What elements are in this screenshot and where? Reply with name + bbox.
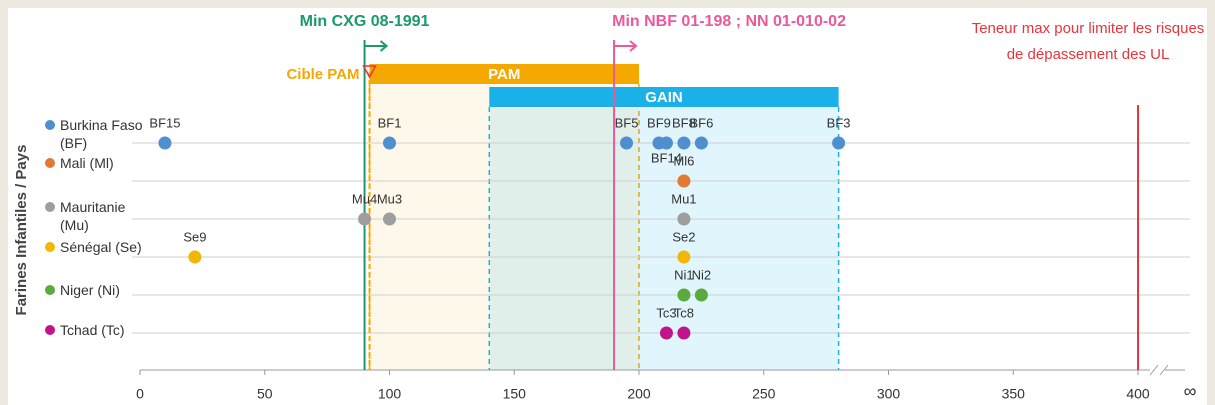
legend-dot	[45, 202, 55, 212]
legend-label: Sénégal (Se)	[60, 239, 142, 255]
point-label: BF9	[647, 115, 671, 130]
y-axis-label: Farines Infantiles / Pays	[13, 145, 30, 316]
range-area	[489, 108, 839, 370]
point-label: Mu3	[377, 191, 402, 206]
x-tick-label: 350	[1002, 386, 1026, 402]
legend-label: Tchad (Tc)	[60, 322, 125, 338]
x-tick-label: 400	[1126, 386, 1150, 402]
point	[188, 250, 202, 264]
legend-label: Mali (Ml)	[60, 155, 114, 171]
x-tick-label: 50	[257, 386, 273, 402]
x-tick-label: 200	[627, 386, 651, 402]
point	[358, 212, 372, 226]
reference-label: Cible PAM	[286, 66, 359, 83]
reference-label: Min CXG 08-1991	[300, 13, 430, 30]
x-tick-label: ∞	[1184, 381, 1197, 401]
legend-label: Burkina Faso (BF)	[60, 117, 143, 151]
axis-break	[1159, 364, 1169, 376]
range-label: PAM	[488, 66, 520, 83]
x-tick-label: 250	[752, 386, 776, 402]
point-label: Se2	[672, 229, 695, 244]
point-label: Tc3	[656, 305, 676, 320]
point	[677, 136, 691, 150]
legend-label: Niger (Ni)	[60, 282, 120, 298]
range-bar	[489, 87, 839, 107]
legend-dot	[45, 158, 55, 168]
arrow	[614, 40, 638, 52]
legend-dot	[45, 325, 55, 335]
point	[659, 326, 673, 340]
point	[158, 136, 172, 150]
point	[383, 136, 396, 150]
point-label: Tc8	[674, 305, 694, 320]
point-label: Mu1	[671, 191, 696, 206]
legend-dot	[45, 285, 55, 295]
legend-dot	[45, 120, 55, 130]
point	[659, 136, 673, 150]
legend-label: Mauritanie (Mu)	[60, 199, 126, 233]
legend-dot	[45, 242, 55, 252]
point	[677, 212, 691, 226]
point	[694, 136, 708, 150]
point	[832, 136, 846, 150]
point-label: BF5	[615, 115, 639, 130]
point	[620, 136, 634, 150]
point-label: BF15	[149, 115, 180, 130]
point-label: Ml6	[673, 153, 694, 168]
arrow	[364, 40, 389, 52]
point-label: BF8	[672, 115, 696, 130]
range-bar	[369, 64, 639, 84]
range-area	[369, 85, 639, 370]
point-label: BF6	[689, 115, 713, 130]
x-tick-label: 150	[503, 386, 527, 402]
range-label: GAIN	[645, 89, 683, 106]
target-marker	[362, 65, 377, 79]
point	[677, 250, 691, 264]
axis-break	[1149, 364, 1159, 376]
point-label: Ni1	[674, 267, 694, 282]
point-label: Mu4	[352, 191, 377, 206]
point-label: BF14	[651, 150, 682, 165]
point	[383, 212, 396, 226]
reference-label: Min NBF 01-198 ; NN 01-010-02	[612, 13, 846, 30]
point	[677, 288, 691, 302]
x-tick-label: 0	[136, 386, 144, 402]
point-label: Se9	[183, 229, 206, 244]
x-tick-label: 100	[378, 386, 402, 402]
point	[694, 288, 708, 302]
point	[677, 326, 691, 340]
point-label: BF3	[827, 115, 851, 130]
point-label: Ni2	[692, 267, 712, 282]
x-tick-label: 300	[877, 386, 901, 402]
point-label: BF1	[378, 115, 402, 130]
point	[677, 174, 691, 188]
reference-label: Teneur max pour limiter les risques de d…	[971, 20, 1205, 63]
